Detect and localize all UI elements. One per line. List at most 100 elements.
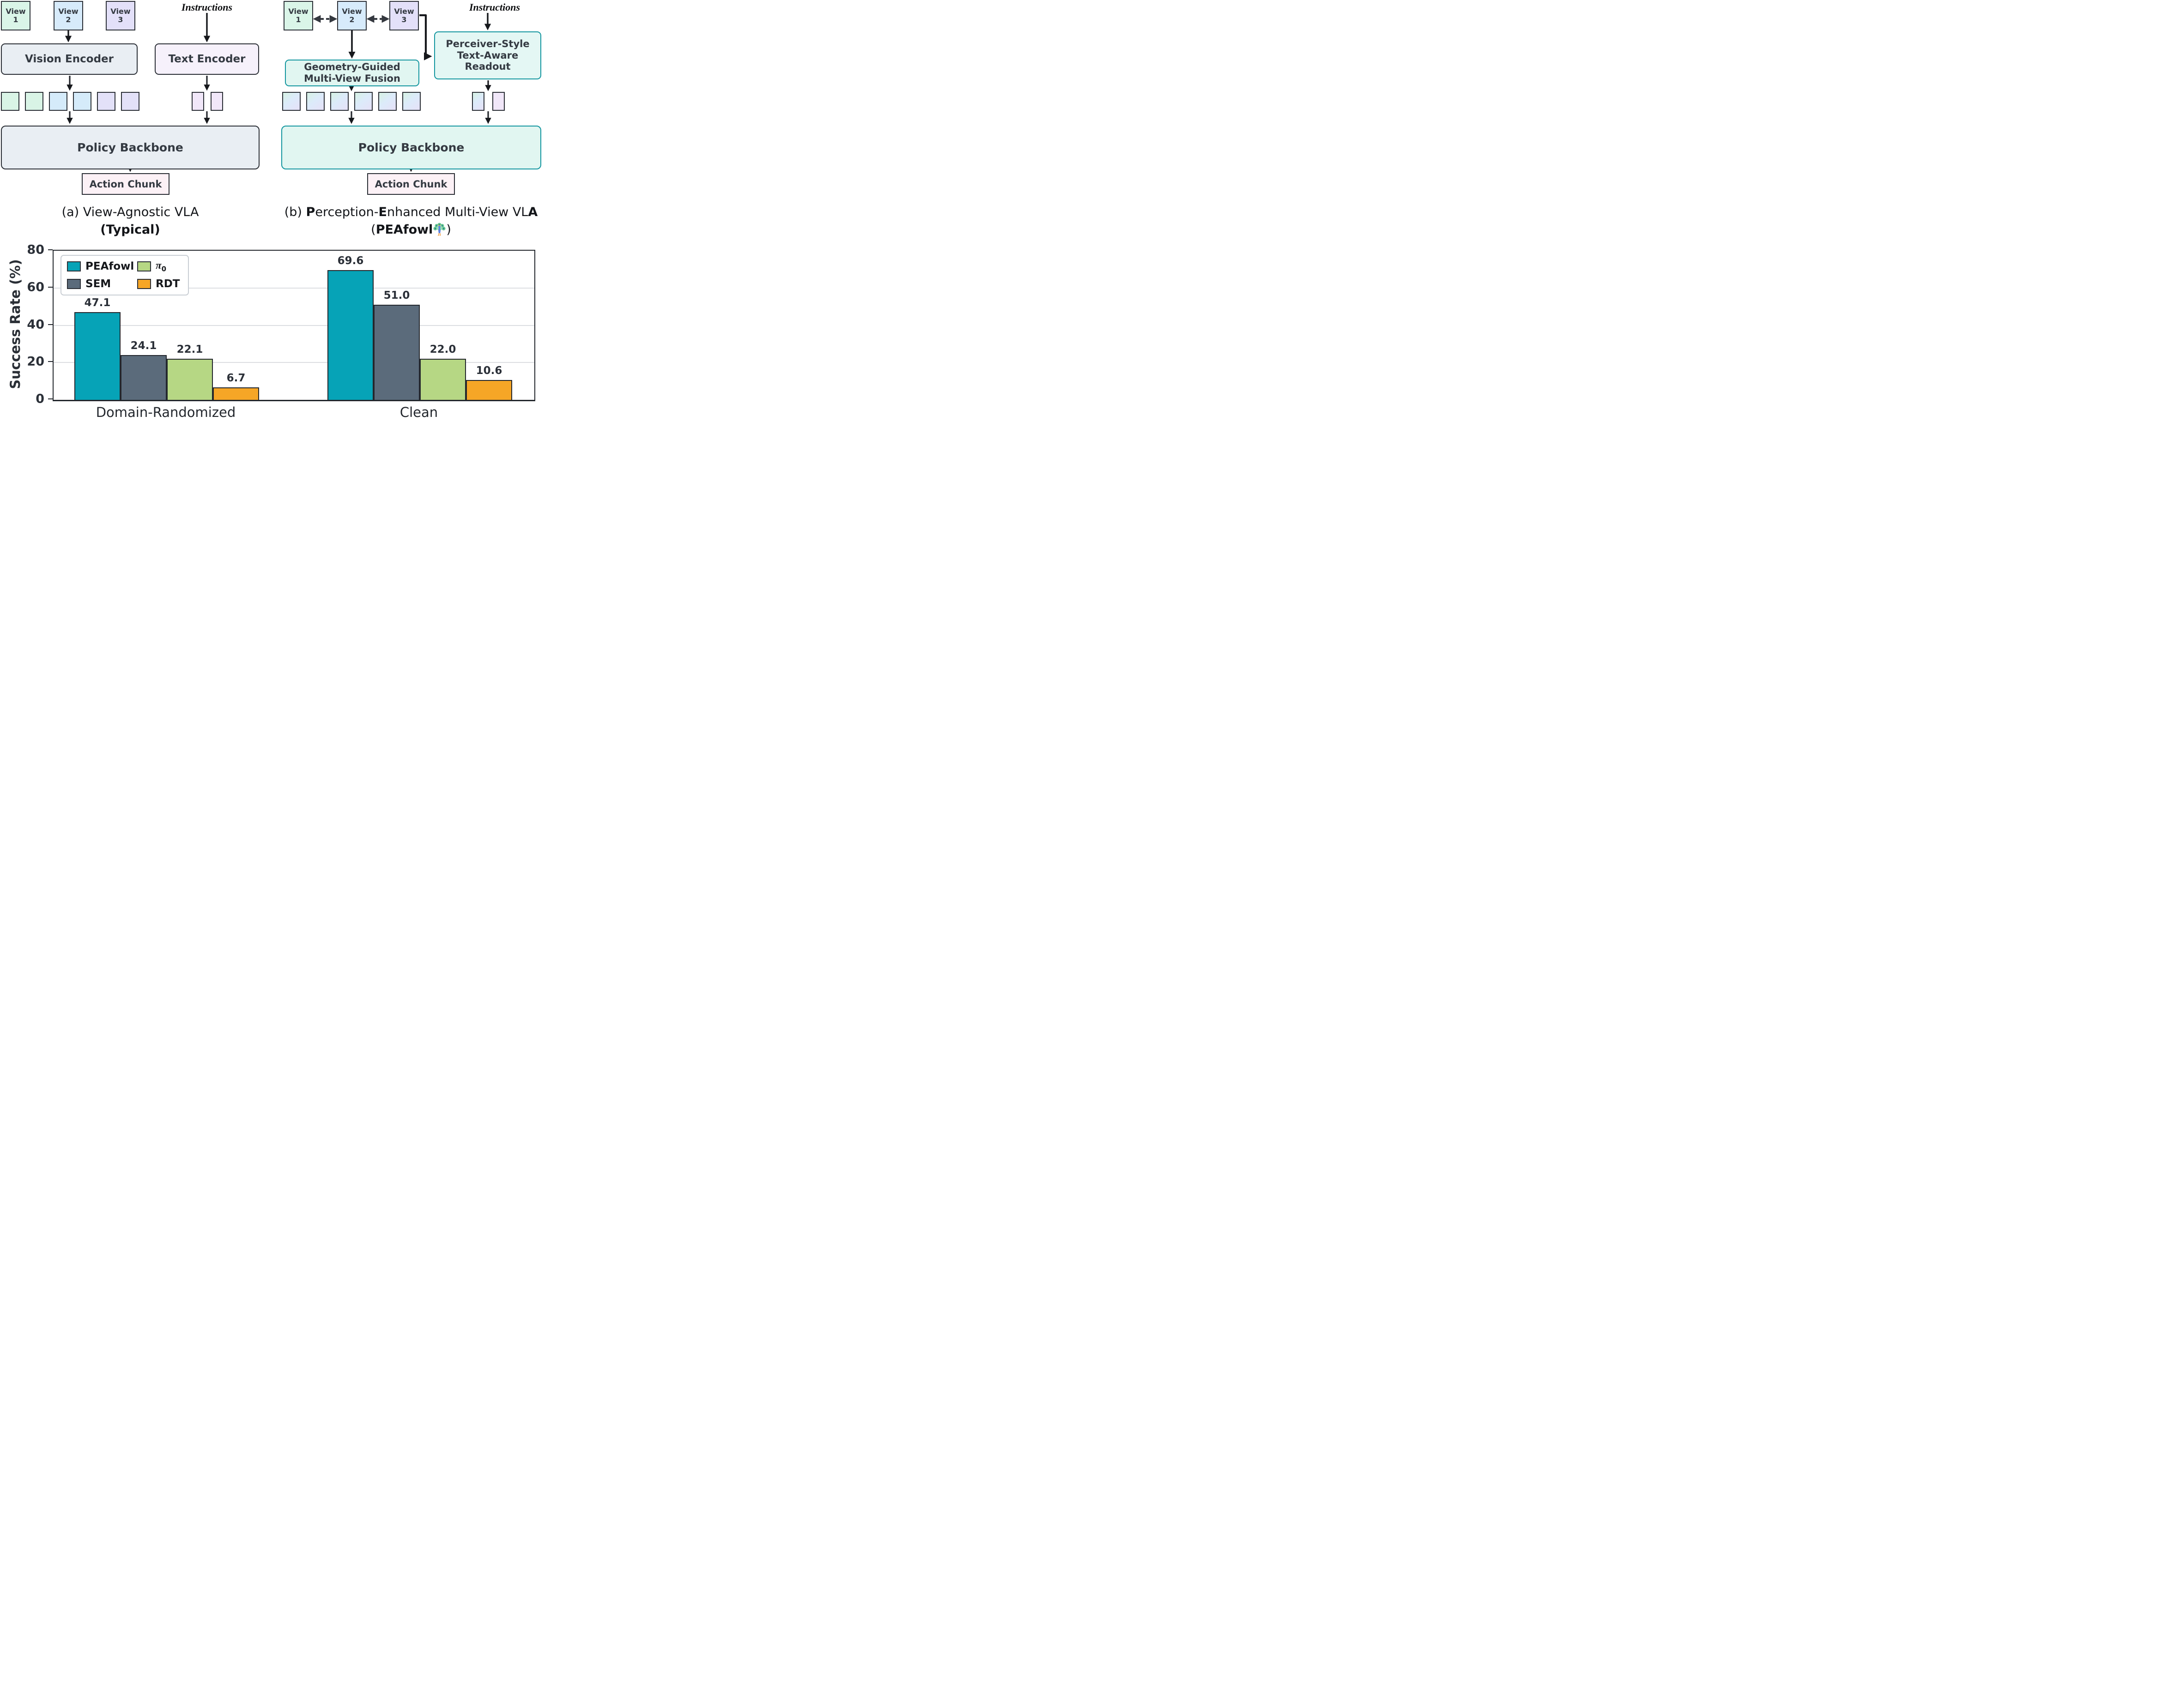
view1-box-b: View 1 (284, 1, 313, 30)
vision-token-4 (73, 92, 91, 111)
vision-token-2 (25, 92, 43, 111)
legend-swatch-RDT (137, 279, 151, 289)
figure-canvas: View 1 View 2 View 3 Instructions Vision… (0, 0, 546, 421)
y-tick-0 (48, 398, 53, 399)
legend-swatch-SEM (67, 279, 81, 289)
bar-π0-Clean (420, 359, 466, 400)
bar-RDT-Domain-Randomized (213, 387, 259, 400)
bar-value-RDT-Clean: 10.6 (476, 365, 502, 377)
legend-item-SEM: SEM (67, 278, 137, 290)
legend-item-PEAfowl: PEAfowl (67, 260, 137, 272)
fused-token-5 (378, 92, 397, 111)
y-tick-60 (48, 286, 53, 288)
view2-a-line2: 2 (66, 15, 71, 24)
legend-swatch-PEAfowl (67, 261, 81, 271)
readout-line1: Perceiver-Style (446, 38, 530, 49)
legend-item-π0: π0 (137, 259, 188, 273)
perceiver-readout-box: Perceiver-Style Text-Aware Readout (434, 31, 541, 79)
bar-value-π0-Domain-Randomized: 22.1 (176, 343, 203, 356)
policy-backbone-box-a: Policy Backbone (1, 126, 260, 169)
view1-box-a: View 1 (1, 1, 30, 30)
legend-label-SEM: SEM (85, 278, 111, 290)
bar-value-RDT-Domain-Randomized: 6.7 (226, 372, 246, 384)
vision-token-5 (97, 92, 115, 111)
caption-b-line1: (b) Perception-Enhanced Multi-View VLA (277, 205, 545, 219)
caption-b-bold3: A (528, 205, 538, 219)
caption-b2-name: PEAfowl (375, 223, 433, 237)
caption-b-bold1: P (306, 205, 315, 219)
x-category-label-Domain-Randomized: Domain-Randomized (96, 404, 236, 420)
geometry-fusion-box: Geometry-Guided Multi-View Fusion (285, 60, 419, 86)
caption-b-seg2: erception- (315, 205, 379, 219)
caption-a-line1: (a) View-Agnostic VLA (61, 205, 199, 219)
view3-a-line1: View (110, 6, 131, 16)
caption-a-line2: (Typical) (100, 223, 160, 237)
action-chunk-box-b: Action Chunk (367, 173, 455, 195)
bar-SEM-Domain-Randomized (121, 355, 167, 400)
instructions-label-a: Instructions (181, 1, 233, 13)
view2-b-line1: View (342, 6, 362, 16)
caption-b-seg1: (b) (284, 205, 306, 219)
readout-line2: Text-Aware (457, 49, 519, 61)
gridline-20 (54, 362, 534, 363)
y-tick-label-60: 60 (27, 280, 44, 295)
bar-SEM-Clean (374, 305, 420, 400)
text-token-1 (192, 92, 204, 111)
bar-value-PEAfowl-Domain-Randomized: 47.1 (84, 296, 111, 309)
chart-legend: PEAfowl SEM π0 RDT (60, 255, 189, 295)
fused-token-1 (282, 92, 301, 111)
legend-label-PEAfowl: PEAfowl (85, 260, 134, 272)
view3-box-b: View 3 (389, 1, 419, 30)
readout-line3: Readout (465, 61, 511, 72)
bar-π0-Domain-Randomized (167, 358, 213, 400)
elbow-arrow-view3-to-readout (419, 14, 432, 60)
y-tick-20 (48, 361, 53, 362)
caption-b2-open: ( (371, 223, 376, 237)
y-tick-80 (48, 249, 53, 250)
view1-a-line2: 1 (13, 15, 18, 24)
fused-token-2 (306, 92, 325, 111)
y-tick-label-40: 40 (27, 317, 44, 332)
view2-box-a: View 2 (54, 1, 83, 30)
fusion-line1: Geometry-Guided (304, 61, 400, 73)
view3-b-line2: 3 (401, 15, 407, 24)
vision-token-1 (1, 92, 19, 111)
vision-encoder-box: Vision Encoder (1, 43, 138, 75)
bar-value-PEAfowl-Clean: 69.6 (337, 255, 364, 267)
readout-token-2 (492, 92, 505, 111)
y-tick-label-20: 20 (27, 354, 44, 369)
bar-PEAfowl-Clean (327, 270, 374, 400)
arrow-layer (65, 13, 491, 172)
x-category-label-Clean: Clean (399, 404, 438, 420)
text-encoder-box: Text Encoder (155, 43, 259, 75)
vision-token-3 (49, 92, 67, 111)
legend-label-π0: π0 (156, 259, 166, 273)
caption-b-seg3: nhanced Multi-View VL (387, 205, 528, 219)
view1-a-line1: View (6, 6, 26, 16)
bar-value-π0-Clean: 22.0 (430, 344, 456, 356)
view3-box-a: View 3 (106, 1, 135, 30)
gridline-40 (54, 325, 534, 326)
view1-b-line2: 1 (296, 15, 301, 24)
legend-label-RDT: RDT (156, 278, 180, 290)
policy-backbone-box-b: Policy Backbone (281, 126, 541, 169)
y-tick-40 (48, 324, 53, 325)
view2-a-line1: View (58, 6, 79, 16)
gridline-60 (54, 287, 534, 289)
readout-token-1 (472, 92, 484, 111)
peacock-emoji-icon (433, 223, 446, 236)
legend-swatch-π0 (137, 261, 151, 271)
vision-token-6 (121, 92, 139, 111)
view2-b-line2: 2 (349, 15, 355, 24)
chart-plot-area: PEAfowl SEM π0 RDT 47.1 24.1 22.1 6.7 69.6 51.0 2… (53, 250, 535, 401)
caption-b-line2: (PEAfowl ) (277, 223, 545, 237)
view3-b-line1: View (394, 6, 414, 16)
view2-box-b: View 2 (337, 1, 367, 30)
bar-value-SEM-Clean: 51.0 (383, 289, 410, 302)
fused-token-6 (402, 92, 421, 111)
view3-a-line2: 3 (118, 15, 123, 24)
fusion-line2: Multi-View Fusion (304, 73, 400, 84)
caption-b2-close: ) (446, 223, 451, 237)
y-tick-label-0: 0 (36, 392, 44, 406)
fused-token-3 (330, 92, 349, 111)
